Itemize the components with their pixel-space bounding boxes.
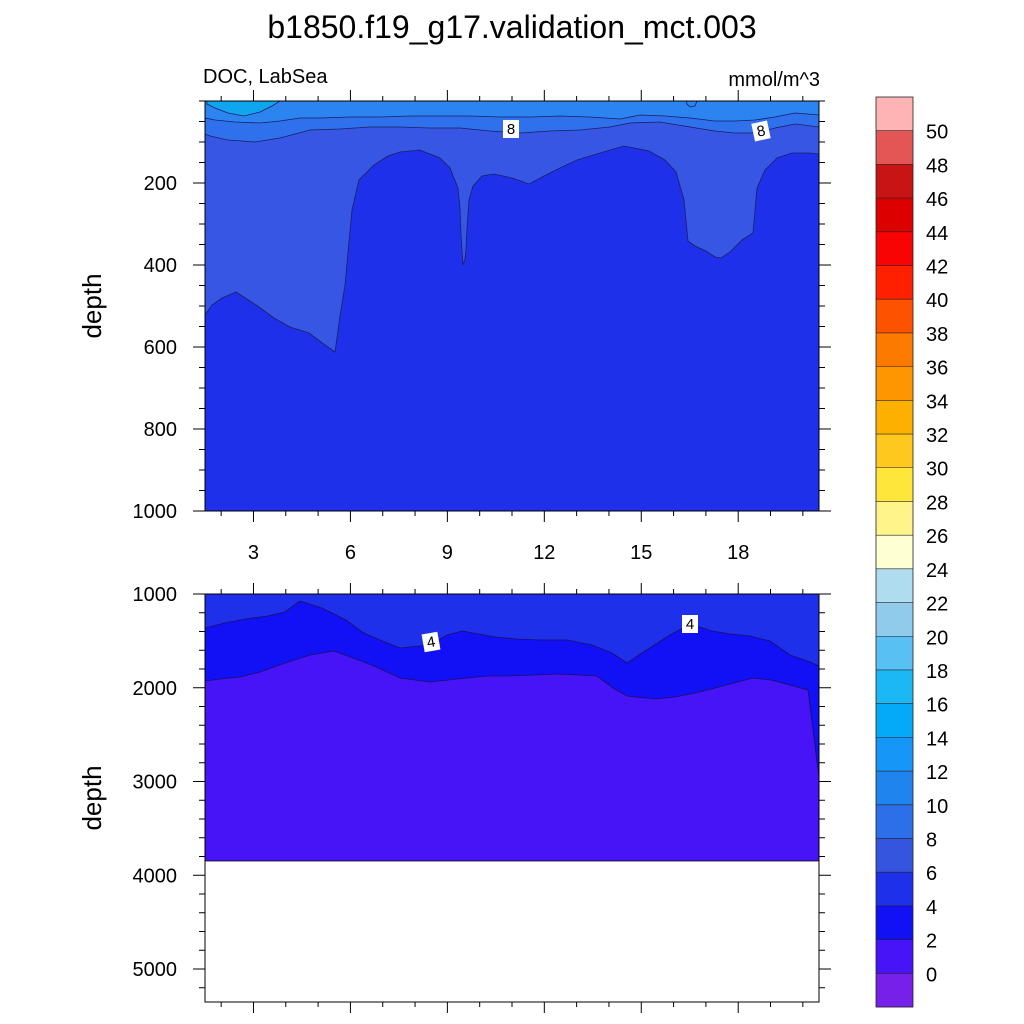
- units-label: mmol/m^3: [728, 69, 820, 91]
- contour-label-text: 8: [755, 122, 767, 140]
- colorbar-swatch: [876, 198, 913, 233]
- x-tick-label: 12: [533, 542, 555, 564]
- lower-region-2-4: [205, 594, 819, 779]
- colorbar-label: 38: [926, 324, 948, 346]
- colorbar-label: 50: [926, 122, 948, 144]
- colorbar-label: 16: [926, 695, 948, 717]
- colorbar-swatch: [876, 669, 913, 704]
- colorbar-swatch: [876, 400, 913, 435]
- colorbar-swatch: [876, 265, 913, 300]
- y-tick-label: 1000: [133, 584, 178, 606]
- lower-region-4-6: [205, 594, 819, 667]
- colorbar-label: 6: [926, 863, 937, 885]
- upper-region-6-8: [205, 101, 819, 353]
- y-tick-label: 800: [144, 419, 177, 441]
- colorbar-swatch: [876, 771, 913, 806]
- colorbar-label: 14: [926, 728, 948, 750]
- colorbar-label: 24: [926, 560, 948, 582]
- x-tick-label: 9: [442, 542, 453, 564]
- colorbar-swatch: [876, 164, 913, 199]
- colorbar-label: 48: [926, 155, 948, 177]
- contour-label-text: 4: [686, 616, 694, 633]
- upper-region-10-12: [205, 101, 819, 124]
- colorbar-swatch: [876, 366, 913, 401]
- colorbar-swatch: [876, 568, 913, 603]
- variable-region-label: DOC, LabSea: [203, 66, 328, 88]
- x-tick-label: 3: [248, 542, 259, 564]
- lower-ylabel: depth: [77, 765, 107, 830]
- upper-axis-ticks: 3 6 9 12 15 18 200 400 600 800 1000: [133, 90, 831, 564]
- colorbar-label: 12: [926, 762, 948, 784]
- contour-label-text: 4: [426, 633, 437, 651]
- colorbar: 5048464442403836343230282624222018161412…: [875, 96, 948, 1008]
- colorbar-swatch: [876, 130, 913, 165]
- upper-panel: 8 8 3 6 9 12 15 18 200 400 600 800 1000 depth: [77, 90, 831, 564]
- upper-ylabel: depth: [77, 273, 107, 338]
- y-tick-label: 1000: [133, 501, 178, 523]
- x-tick-label: 15: [630, 542, 652, 564]
- y-tick-label: 4000: [133, 865, 178, 887]
- colorbar-swatch: [876, 636, 913, 671]
- colorbar-label: 26: [926, 526, 948, 548]
- colorbar-swatch: [876, 332, 913, 367]
- colorbar-label: 22: [926, 594, 948, 616]
- contour-label-4a: 4: [421, 631, 441, 653]
- y-tick-label: 600: [144, 337, 177, 359]
- y-tick-label: 200: [144, 173, 177, 195]
- colorbar-label: 46: [926, 189, 948, 211]
- colorbar-swatch: [876, 501, 913, 536]
- colorbar-label: 18: [926, 661, 948, 683]
- contour-label-8a: 8: [503, 120, 519, 138]
- contour-label-4b: 4: [682, 615, 698, 633]
- colorbar-label: 10: [926, 796, 948, 818]
- lower-panel: 4 4 1000 2000 3000 4000 5000 depth: [77, 583, 831, 1013]
- colorbar-swatch: [876, 535, 913, 570]
- colorbar-swatch: [876, 434, 913, 469]
- colorbar-label: 28: [926, 492, 948, 514]
- y-tick-label: 2000: [133, 678, 178, 700]
- colorbar-label: 0: [926, 964, 937, 986]
- colorbar-frame: [875, 96, 914, 1008]
- colorbar-swatch: [876, 737, 913, 772]
- lower-axis-ticks: 1000 2000 3000 4000 5000: [133, 583, 831, 1013]
- colorbar-label: 8: [926, 829, 937, 851]
- colorbar-swatch: [876, 905, 913, 940]
- colorbar-swatch: [876, 939, 913, 974]
- colorbar-swatch: [876, 97, 913, 132]
- contour-label-text: 8: [507, 121, 515, 138]
- upper-region-14-16-small: [685, 101, 698, 108]
- colorbar-label: 30: [926, 459, 948, 481]
- colorbar-label: 34: [926, 391, 948, 413]
- colorbar-swatch: [876, 299, 913, 334]
- chart-title: b1850.f19_g17.validation_mct.003: [267, 9, 756, 45]
- colorbar-swatch: [876, 231, 913, 266]
- colorbar-label: 4: [926, 897, 937, 919]
- y-tick-label: 5000: [133, 959, 178, 981]
- x-tick-label: 6: [345, 542, 356, 564]
- colorbar-label: 40: [926, 290, 948, 312]
- colorbar-swatch: [876, 602, 913, 637]
- contour-label-8b: 8: [751, 120, 771, 142]
- colorbar-label: 36: [926, 358, 948, 380]
- y-tick-label: 400: [144, 255, 177, 277]
- colorbar-swatch: [876, 804, 913, 839]
- upper-region-14-16: [206, 101, 281, 117]
- colorbar-label: 20: [926, 627, 948, 649]
- y-tick-label: 3000: [133, 772, 178, 794]
- colorbar-swatch: [876, 703, 913, 738]
- colorbar-swatch: [876, 973, 913, 1008]
- colorbar-label: 2: [926, 931, 937, 953]
- colorbar-label: 42: [926, 257, 948, 279]
- lower-no-data: [205, 861, 819, 1002]
- colorbar-label: 44: [926, 223, 948, 245]
- colorbar-swatch: [876, 838, 913, 873]
- x-tick-label: 18: [727, 542, 749, 564]
- colorbar-label: 32: [926, 425, 948, 447]
- colorbar-swatch: [876, 467, 913, 502]
- colorbar-swatch: [876, 872, 913, 907]
